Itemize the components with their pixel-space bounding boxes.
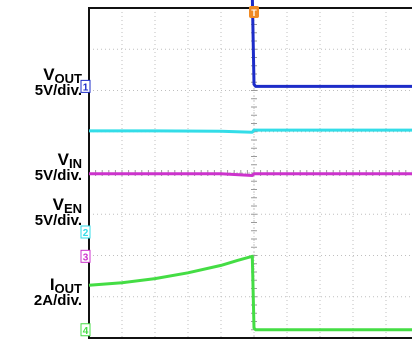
ground-marker-label: 3 <box>83 252 89 263</box>
label-iout: IOUT 2A/div. <box>34 276 82 309</box>
channel-markers: 1 2 3 4 T <box>80 6 259 337</box>
ground-marker-ch1: 1 <box>80 79 91 93</box>
trace-ch3 <box>89 172 412 177</box>
ground-marker-box <box>80 225 91 239</box>
trigger-marker-box <box>249 6 259 18</box>
trigger-marker-label: T <box>251 8 257 18</box>
vout-sub: OUT <box>54 71 82 86</box>
iout-name: I <box>49 275 55 294</box>
ground-marker-box <box>80 323 91 337</box>
ven-name: V <box>52 195 64 214</box>
label-vout: VOUT 5V/div. <box>35 66 82 99</box>
label-vin: VIN 5V/div. <box>35 151 82 184</box>
ground-marker-box <box>80 249 91 263</box>
ground-marker-box <box>80 79 91 93</box>
vin-scale: 5V/div. <box>34 167 82 184</box>
vout-name: V <box>43 65 55 84</box>
trace-ch4 <box>88 254 412 332</box>
iout-scale: 2A/div. <box>33 292 82 309</box>
trigger-marker: T <box>249 6 259 18</box>
ven-sub: EN <box>63 201 82 216</box>
ground-marker-label: 4 <box>83 326 89 337</box>
ground-marker-label: 2 <box>83 228 89 239</box>
vin-sub: IN <box>69 156 82 171</box>
trace-ch2 <box>89 128 412 134</box>
ground-marker-label: 1 <box>83 82 89 93</box>
label-ven: VEN 5V/div. <box>35 196 82 229</box>
ground-marker-ch4: 4 <box>80 323 91 337</box>
trace-ch1 <box>250 0 412 88</box>
traces <box>88 0 412 332</box>
vout-scale: 5V/div. <box>34 82 82 99</box>
ground-marker-ch3: 3 <box>80 249 91 263</box>
vin-name: V <box>57 150 69 169</box>
ven-scale: 5V/div. <box>34 212 82 229</box>
iout-sub: OUT <box>54 281 82 296</box>
ground-marker-ch2: 2 <box>80 225 91 239</box>
